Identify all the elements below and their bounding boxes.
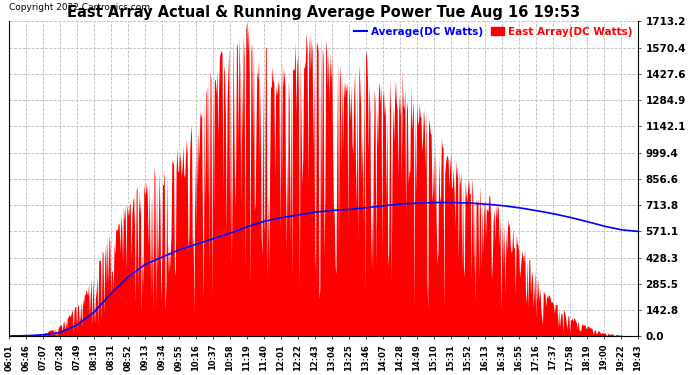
Title: East Array Actual & Running Average Power Tue Aug 16 19:53: East Array Actual & Running Average Powe… <box>67 5 580 20</box>
Legend: Average(DC Watts), East Array(DC Watts): Average(DC Watts), East Array(DC Watts) <box>354 27 633 37</box>
Text: Copyright 2022 Cartronics.com: Copyright 2022 Cartronics.com <box>9 3 150 12</box>
